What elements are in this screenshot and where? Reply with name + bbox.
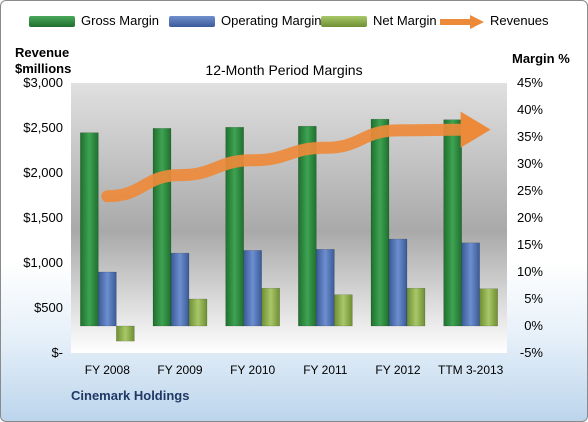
gross-margin-bar (80, 132, 99, 327)
category-label: FY 2011 (303, 363, 348, 377)
plot-area (71, 83, 507, 353)
gross-margin-bar (443, 119, 462, 327)
gross-margin-bar (225, 127, 244, 327)
category-label: FY 2012 (375, 363, 420, 377)
revenues-arrowhead-icon (460, 111, 491, 148)
category-label: FY 2009 (157, 363, 202, 377)
gross-margin-bar (370, 118, 390, 327)
category-label: FY 2008 (85, 363, 130, 377)
gross-margin-bar (152, 128, 172, 327)
right-axis-tick-label: 45% (517, 75, 543, 90)
left-axis-title-line2: $millions (15, 61, 72, 76)
left-axis-tick-label: $1,000 (23, 255, 63, 270)
operating-margin-bar (98, 271, 117, 327)
legend-operating-margin: Operating Margin (169, 13, 321, 29)
net-margin-bar (406, 287, 426, 327)
category-label: FY 2010 (230, 363, 275, 377)
right-axis-tick-label: 20% (517, 210, 543, 225)
left-axis-title: Revenue $millions (15, 45, 71, 77)
operating-margin-bar (243, 250, 262, 327)
right-axis-tick-label: 25% (517, 183, 543, 198)
legend-net-swatch (321, 16, 367, 28)
operating-margin-bar (316, 249, 335, 327)
net-margin-bar (334, 294, 353, 327)
left-axis-tick-label: $1,500 (23, 210, 63, 225)
operating-margin-bar (388, 238, 408, 327)
net-margin-bar (479, 288, 498, 327)
legend-gross-swatch (29, 16, 75, 28)
left-axis-tick-label: $3,000 (23, 75, 63, 90)
company-name: Cinemark Holdings (71, 388, 190, 403)
legend-gross-margin: Gross Margin (29, 13, 159, 29)
left-axis-tick-label: $2,500 (23, 120, 63, 135)
legend-gross-label: Gross Margin (81, 13, 160, 28)
net-margin-bar (261, 287, 280, 327)
right-axis-tick-label: 0% (524, 318, 543, 333)
chart-title: 12-Month Period Margins (205, 62, 362, 78)
right-axis-tick-label: 30% (517, 156, 543, 171)
legend-operating-label: Operating Margin (221, 13, 322, 28)
revenues-line (101, 123, 473, 203)
right-axis-tick-label: 10% (517, 264, 543, 279)
net-margin-bar (116, 325, 135, 342)
legend-net-margin: Net Margin (321, 13, 437, 29)
right-axis-title: Margin % (512, 51, 570, 66)
legend-revenues-label: Revenues (490, 13, 549, 28)
legend-net-label: Net Margin (373, 13, 437, 28)
operating-margin-bar (170, 252, 190, 327)
right-axis-tick-label: 40% (517, 102, 543, 117)
category-label: TTM 3-2013 (438, 363, 504, 377)
right-axis-tick-label: 5% (524, 291, 543, 306)
right-axis-tick-label: -5% (520, 345, 544, 360)
legend-revenues: Revenues (438, 13, 549, 29)
left-axis-tick-label: $500 (34, 300, 63, 315)
left-axis-tick-label: $- (51, 345, 63, 360)
left-axis-title-line1: Revenue (15, 45, 70, 60)
operating-margin-bar (461, 242, 480, 327)
legend-revenues-arrow-icon (440, 14, 484, 29)
net-margin-bar (188, 298, 208, 327)
right-axis-tick-label: 15% (517, 237, 543, 252)
gross-margin-bar (298, 125, 317, 327)
left-axis-tick-label: $2,000 (23, 165, 63, 180)
legend-operating-swatch (169, 16, 215, 28)
right-axis-tick-label: 35% (517, 129, 543, 144)
